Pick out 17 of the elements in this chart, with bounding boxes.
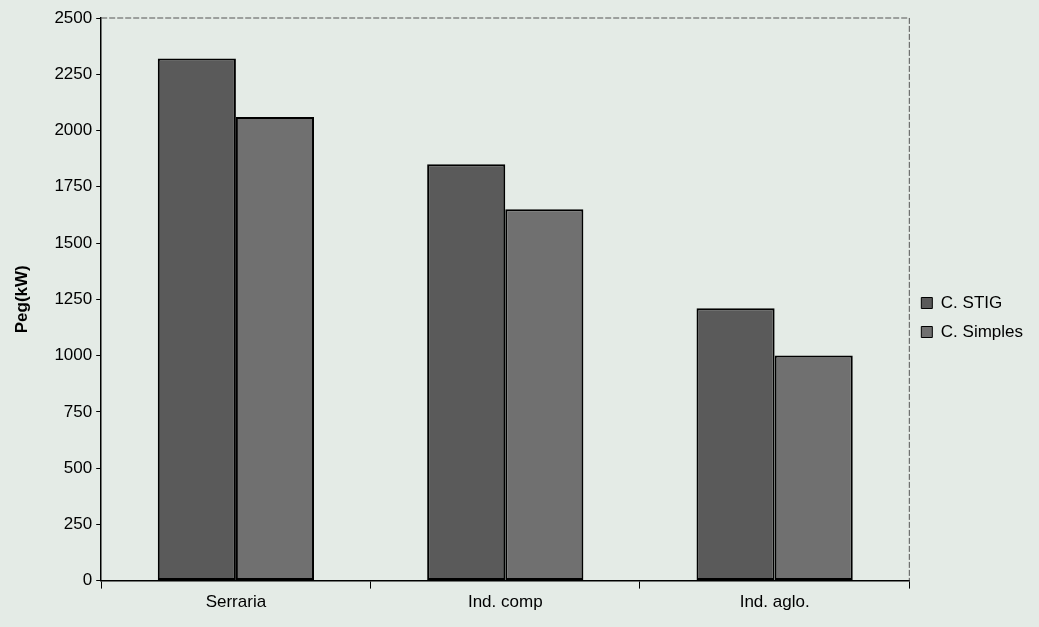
y-tick-label: 1750 xyxy=(54,176,93,196)
y-axis-title: Peg(kW) xyxy=(11,265,31,334)
y-tick-label: 0 xyxy=(82,570,93,590)
legend-label: C. Simples xyxy=(940,321,1023,341)
y-tick-label: 500 xyxy=(63,457,93,477)
y-tick-label: 1250 xyxy=(54,288,93,308)
x-tick-label: Ind. aglo. xyxy=(739,592,810,612)
y-tick-label: 250 xyxy=(63,514,93,534)
y-tick-label: 1000 xyxy=(54,345,93,365)
x-tick-label: Serraria xyxy=(205,592,267,612)
y-tick-label: 1500 xyxy=(54,232,93,252)
legend-label: C. STIG xyxy=(940,292,1003,312)
y-tick-label: 2250 xyxy=(54,63,93,83)
y-tick-label: 2000 xyxy=(54,120,93,140)
y-tick-label: 750 xyxy=(63,401,93,421)
y-tick-label: 2500 xyxy=(54,7,93,27)
x-tick-label: Ind. comp xyxy=(467,592,543,612)
